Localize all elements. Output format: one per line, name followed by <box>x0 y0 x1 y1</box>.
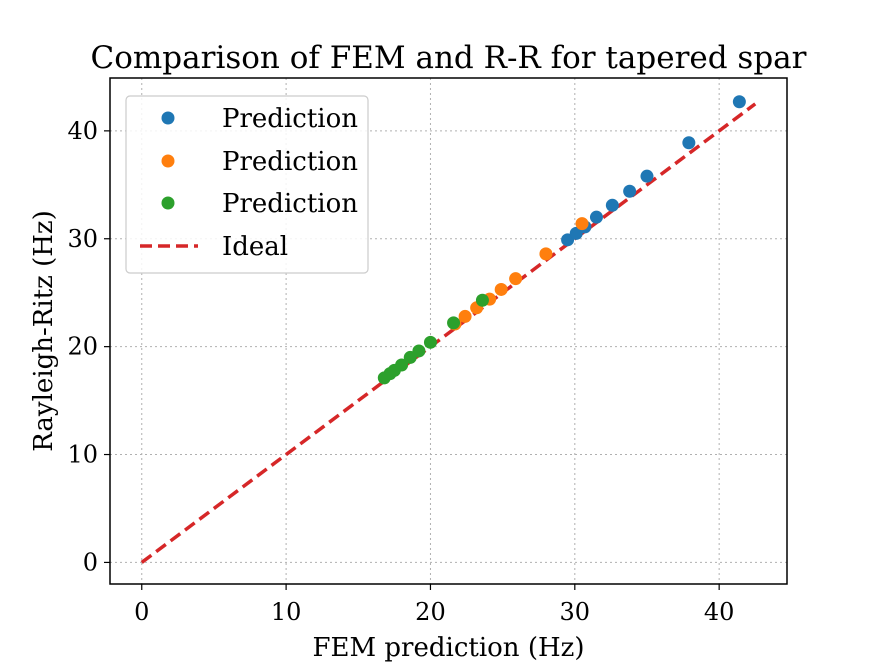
data-point-series-3 <box>395 358 409 372</box>
x-tick-label: 20 <box>415 598 446 626</box>
data-points <box>377 95 746 385</box>
data-point-series-1 <box>640 169 654 183</box>
legend-box <box>125 95 369 274</box>
legend-marker-series-3 <box>161 196 175 210</box>
data-point-series-1 <box>605 198 619 212</box>
x-tick-label: 30 <box>560 598 591 626</box>
y-tick-label: 30 <box>67 225 98 253</box>
x-tick-label: 40 <box>704 598 735 626</box>
data-point-series-2 <box>539 247 553 261</box>
y-tick-label: 40 <box>67 117 98 145</box>
y-tick-label: 0 <box>83 548 98 576</box>
legend-marker-series-1 <box>161 111 175 125</box>
ideal-line <box>140 102 757 564</box>
data-point-series-1 <box>623 184 637 198</box>
data-point-series-3 <box>423 335 437 349</box>
legend-label-ideal: Ideal <box>222 232 288 262</box>
x-tick-label: 0 <box>134 598 149 626</box>
legend-label-series-3: Prediction <box>222 189 358 219</box>
data-point-series-2 <box>575 217 589 231</box>
y-tick-label: 20 <box>67 333 98 361</box>
legend-label-series-1: Prediction <box>222 104 358 134</box>
data-point-series-2 <box>509 272 523 286</box>
x-axis-label: FEM prediction (Hz) <box>313 633 585 663</box>
legend-marker-series-2 <box>161 154 175 168</box>
y-axis-label: Rayleigh-Ritz (Hz) <box>29 210 59 452</box>
data-point-series-3 <box>447 316 461 330</box>
ideal-line-group <box>140 102 757 564</box>
y-tick-label: 10 <box>67 441 98 469</box>
x-tick-label: 10 <box>271 598 302 626</box>
axis-ticks: 0 10 20 30 40 0 10 20 30 40 <box>67 117 734 626</box>
data-point-series-2 <box>494 282 508 296</box>
plot-frame <box>109 77 788 585</box>
legend: Prediction Prediction Prediction Ideal <box>125 95 369 274</box>
data-point-series-3 <box>475 293 489 307</box>
data-point-series-2 <box>458 309 472 323</box>
data-point-series-1 <box>682 136 696 150</box>
chart-title: Comparison of FEM and R-R for tapered sp… <box>91 40 807 76</box>
grid <box>110 78 787 584</box>
legend-label-series-2: Prediction <box>222 147 358 177</box>
data-point-series-1 <box>589 210 603 224</box>
data-point-series-1 <box>732 95 746 109</box>
data-point-series-3 <box>412 344 426 358</box>
